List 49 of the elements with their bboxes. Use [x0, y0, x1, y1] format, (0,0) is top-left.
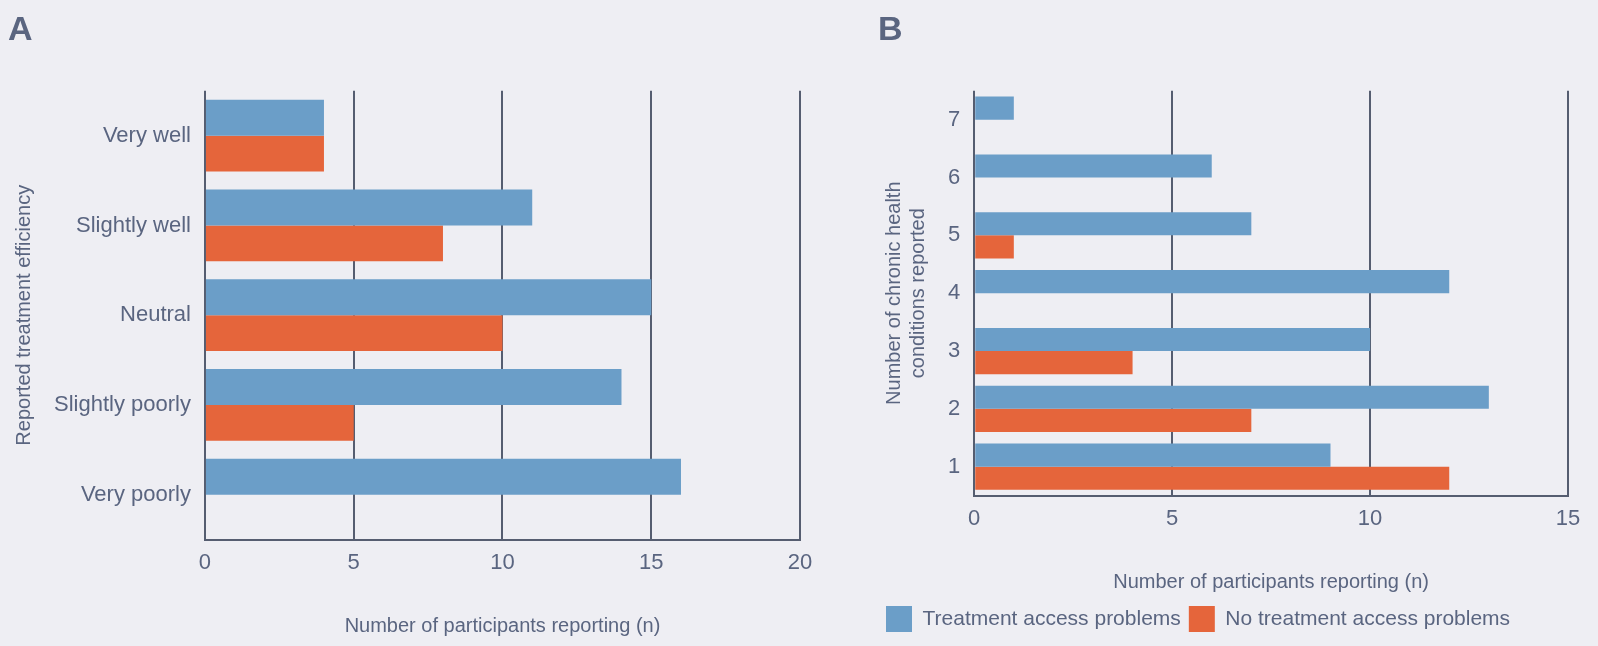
bar: [205, 315, 503, 352]
bar: [975, 154, 1212, 178]
x-tick-label: 0: [968, 504, 981, 530]
bar: [975, 385, 1489, 409]
bar: [205, 99, 324, 136]
chart-title: B: [878, 8, 903, 47]
x-tick-label: 15: [1555, 504, 1581, 530]
y-tick-label: 3: [947, 337, 961, 363]
x-tick-label: 5: [347, 548, 360, 574]
y-tick-label: 1: [947, 452, 961, 478]
bar: [205, 458, 681, 495]
y-tick-label: 2: [947, 394, 961, 420]
y-tick-label: Neutral: [120, 301, 191, 327]
bar: [205, 404, 354, 441]
bar: [205, 189, 533, 226]
x-tick-label: 10: [490, 548, 515, 574]
bar: [205, 135, 324, 172]
bar: [975, 408, 1252, 432]
y-tick-label: 4: [947, 279, 961, 305]
x-tick-label: 0: [198, 548, 212, 574]
y-tick-label: 7: [947, 105, 961, 131]
y-tick-label: 6: [947, 163, 961, 189]
bar: [975, 466, 1450, 490]
legend-label: No treatment access problems: [1225, 605, 1511, 629]
y-tick-label: 5: [947, 221, 961, 247]
y-tick-label: Very poorly: [80, 480, 191, 506]
bar: [975, 443, 1331, 467]
legend-label: Treatment access problems: [922, 605, 1181, 629]
x-axis-title: Number of participants reporting (n): [1113, 569, 1429, 592]
x-axis-title: Number of participants reporting (n): [344, 613, 661, 636]
bar: [205, 225, 443, 262]
y-tick-label: Slightly poorly: [54, 391, 191, 417]
bar: [975, 235, 1014, 259]
x-tick-label: 10: [1357, 504, 1383, 530]
y-axis-title: Number of chronic health conditions reported: [881, 181, 928, 405]
bar: [975, 212, 1252, 236]
bar: [205, 369, 622, 405]
y-tick-label: Very well: [102, 121, 191, 147]
x-tick-label: 15: [639, 548, 664, 574]
x-tick-label: 20: [787, 548, 813, 574]
bar: [975, 351, 1133, 375]
y-axis-title: Reported treatment efficiency: [11, 184, 34, 446]
chart-title: A: [8, 8, 33, 47]
bar: [975, 270, 1450, 294]
bar: [975, 96, 1014, 120]
bar: [975, 327, 1371, 352]
bar: [205, 279, 652, 316]
y-tick-label: Slightly well: [76, 211, 191, 237]
x-tick-label: 5: [1166, 504, 1179, 530]
